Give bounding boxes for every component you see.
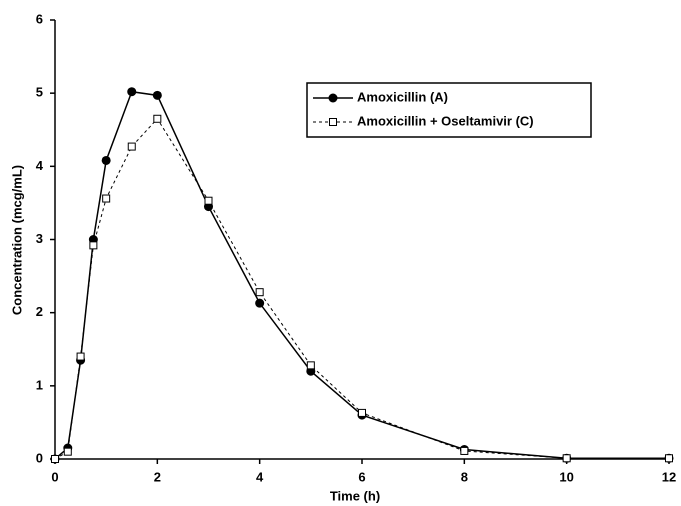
data-point (63, 447, 72, 456)
legend-label: Amoxicillin (A) (357, 89, 448, 104)
data-point (51, 455, 59, 463)
y-tick-label: 1 (36, 377, 43, 392)
y-tick-label: 3 (36, 231, 43, 246)
data-point (89, 241, 98, 250)
x-tick-label: 6 (358, 469, 365, 484)
data-point (102, 194, 111, 203)
x-tick-label: 10 (559, 469, 573, 484)
x-tick-label: 2 (154, 469, 161, 484)
data-point (127, 142, 136, 151)
legend-marker (329, 118, 337, 126)
x-tick-label: 0 (51, 469, 58, 484)
data-point (101, 155, 111, 165)
data-point (127, 87, 137, 97)
series-line (54, 90, 669, 460)
x-axis-title: Time (h) (330, 488, 380, 503)
data-point (204, 196, 213, 205)
y-tick-label: 5 (36, 85, 43, 100)
y-tick-label: 6 (36, 11, 43, 26)
legend-marker (328, 93, 338, 103)
series-line (54, 117, 669, 460)
data-point (358, 408, 366, 417)
y-axis-title: Concentration (mcg/mL) (9, 165, 24, 315)
legend-label: Amoxicillin + Oseltamivir (C) (357, 113, 534, 128)
data-point (306, 361, 315, 370)
data-point (152, 90, 162, 100)
y-tick-label: 4 (36, 158, 44, 173)
y-tick-label: 0 (36, 450, 43, 465)
x-tick-label: 4 (256, 469, 264, 484)
y-tick-label: 2 (36, 304, 43, 319)
data-point (460, 446, 469, 455)
data-point (562, 454, 571, 463)
x-tick-label: 12 (662, 469, 676, 484)
data-point (153, 114, 162, 123)
legend-box (306, 82, 592, 138)
x-tick-label: 8 (461, 469, 468, 484)
data-point (255, 288, 264, 297)
data-point (255, 298, 265, 308)
data-point (665, 454, 673, 463)
data-point (76, 352, 85, 361)
